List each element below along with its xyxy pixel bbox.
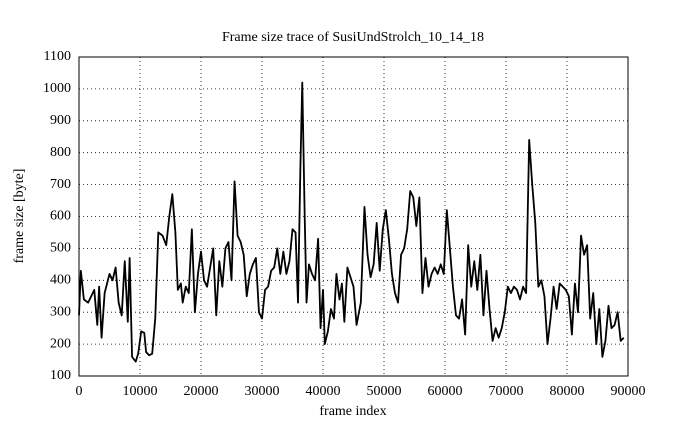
x-tick-label: 10000 (123, 384, 158, 399)
data-line (78, 81, 625, 363)
y-tick-label: 600 (50, 209, 71, 224)
x-tick-label: 60000 (428, 384, 463, 399)
y-tick-label: 900 (50, 113, 71, 128)
y-tick-label: 800 (50, 145, 71, 160)
x-tick-label: 20000 (184, 384, 219, 399)
y-tick-label: 700 (50, 177, 71, 192)
y-axis-label: frame size [byte] (12, 169, 27, 264)
x-tick-label: 50000 (367, 384, 402, 399)
y-tick-label: 200 (50, 336, 71, 351)
x-tick-label: 80000 (550, 384, 585, 399)
x-axis-label: frame index (319, 404, 386, 419)
y-tick-label: 300 (50, 304, 71, 319)
y-tick-label: 100 (50, 368, 71, 383)
y-tick-label: 1100 (44, 49, 71, 64)
x-tick-label: 30000 (245, 384, 280, 399)
x-tick-label: 90000 (611, 384, 646, 399)
x-tick-label: 0 (76, 384, 83, 399)
chart-title: Frame size trace of SusiUndStrolch_10_14… (222, 30, 484, 45)
y-tick-label: 500 (50, 241, 71, 256)
y-tick-label: 400 (50, 273, 71, 288)
x-tick-label: 40000 (306, 384, 341, 399)
x-tick-label: 70000 (489, 384, 524, 399)
y-tick-label: 1000 (43, 81, 71, 96)
